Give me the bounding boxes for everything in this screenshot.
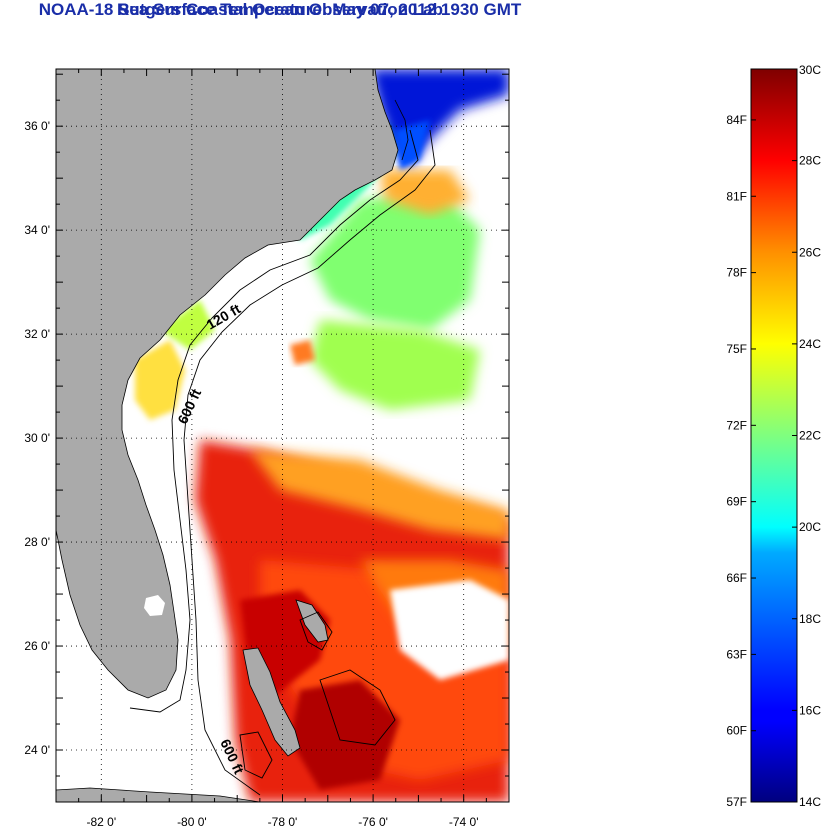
lat-label: 32 0' [24,327,50,341]
colorbar-fahrenheit-label: 72F [726,418,747,432]
colorbar-fahrenheit-label: 81F [726,189,747,203]
lat-label: 30 0' [24,431,50,445]
colorbar-fahrenheit-label: 78F [726,266,747,280]
lat-label: 28 0' [24,535,50,549]
colorbar-celsius-label: 14C [799,795,821,809]
colorbar-fahrenheit-label: 66F [726,571,747,585]
bathymetry-contours [129,129,436,796]
latitude-labels: 36 0' 34 0' 32 0' 30 0' 28 0' 26 0' 24 0' [24,119,50,757]
colorbar-fahrenheit-label: 75F [726,342,747,356]
lon-label: -82 0' [86,815,116,829]
cuba-coast [56,787,261,802]
longitude-labels: -82 0' -80 0' -78 0' -76 0' -74 0' [86,815,478,829]
colorbar-fahrenheit-labels: 84F 81F 78F 75F 72F 69F 66F 63F 60F 57F [726,113,747,809]
lake-okeechobee [144,595,165,616]
colorbar-celsius-label: 18C [799,612,821,626]
lat-label: 26 0' [24,639,50,653]
map-subtitle: Rutgers Coastal Ocean Observation Lab [117,0,443,19]
colorbar-celsius-label: 24C [799,337,821,351]
lon-label: -80 0' [177,815,207,829]
colorbar-ticks [751,68,797,803]
colorbar-celsius-label: 20C [799,520,821,534]
bahamas-andros [242,647,301,757]
colorbar-fahrenheit-label: 60F [726,724,747,738]
graticule [56,69,509,802]
colorbar-celsius-label: 26C [799,245,821,259]
colorbar-celsius-label: 16C [799,703,821,717]
map-title: NOAA-18 Sea Surface Temperature: May 07,… [38,0,522,19]
us-southeast-coast [56,69,399,699]
colorbar-fahrenheit-label: 57F [726,795,747,809]
colorbar [750,68,798,803]
lat-label: 24 0' [24,743,50,757]
outer-banks [394,99,409,161]
lat-label: 34 0' [24,223,50,237]
lon-label: -74 0' [449,815,479,829]
lat-label: 36 0' [24,119,50,133]
colorbar-fahrenheit-label: 69F [726,495,747,509]
map-ticks [55,69,510,803]
colorbar-celsius-labels: 30C 28C 26C 24C 22C 20C 18C 16C 14C [799,63,821,809]
land [56,69,409,802]
lon-label: -78 0' [268,815,298,829]
colorbar-fahrenheit-label: 63F [726,647,747,661]
colorbar-celsius-label: 30C [799,63,821,77]
colorbar-fahrenheit-label: 84F [726,113,747,127]
colorbar-celsius-label: 28C [799,154,821,168]
lon-label: -76 0' [358,815,388,829]
colorbar-celsius-label: 22C [799,429,821,443]
